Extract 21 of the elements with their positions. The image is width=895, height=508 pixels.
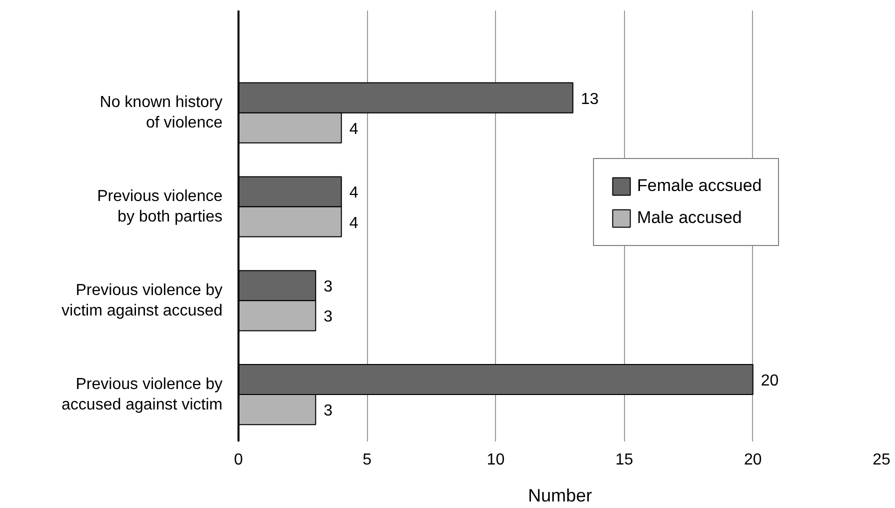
data-label: 13 <box>580 90 599 108</box>
y-tick-label: No known history of violence <box>100 94 223 132</box>
data-label: 20 <box>760 372 779 390</box>
x-tick-label: 5 <box>362 452 372 468</box>
x-tick-label: 10 <box>486 452 505 468</box>
data-label: 4 <box>349 214 358 232</box>
x-tick-label: 25 <box>872 452 890 468</box>
data-label: 3 <box>324 402 333 420</box>
y-tick-label: Previous violence by victim against accused <box>62 282 223 320</box>
data-label: 4 <box>349 184 358 202</box>
data-label: 4 <box>349 120 358 138</box>
x-tick-label: 0 <box>234 452 244 468</box>
data-label: 3 <box>324 278 333 296</box>
legend-label: Female accsued <box>637 176 762 196</box>
legend-label: Male accused <box>637 208 742 228</box>
data-label: 3 <box>324 308 333 326</box>
x-tick-label: 15 <box>615 452 634 468</box>
y-tick-label: Previous violence by both parties <box>97 188 223 226</box>
x-axis-title: Number <box>528 486 592 506</box>
x-tick-label: 20 <box>744 452 762 468</box>
y-tick-label: Previous violence by accused against victim <box>62 376 223 414</box>
